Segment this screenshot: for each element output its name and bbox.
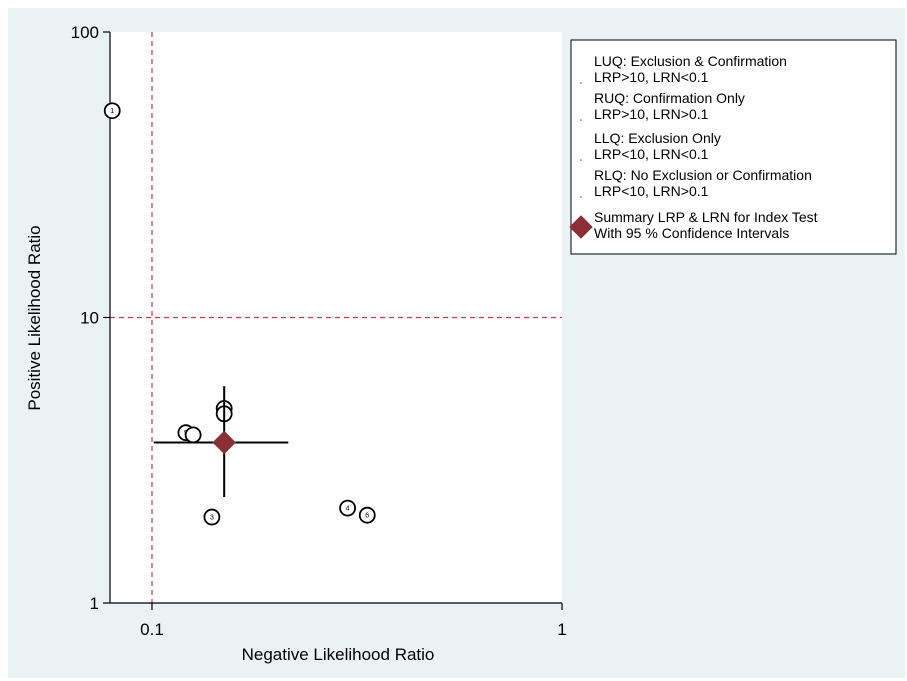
y-tick-label: 100 <box>71 23 99 42</box>
legend-entry-text: LLQ: Exclusion Only <box>594 130 721 146</box>
x-tick-label: 1 <box>557 620 566 639</box>
y-tick-label: 1 <box>90 594 99 613</box>
legend-entry-text: RUQ: Confirmation Only <box>594 90 745 106</box>
study-point-label: 3 <box>210 515 214 522</box>
legend-entry: RLQ: No Exclusion or ConfirmationLRP<10,… <box>580 167 812 199</box>
study-point-marker <box>358 506 376 524</box>
legend-entry-text: LRP>10, LRN>0.1 <box>594 106 709 122</box>
reference-lines <box>110 32 562 603</box>
study-point-marker <box>203 508 221 526</box>
y-axis-label: Positive Likelihood Ratio <box>25 225 44 410</box>
legend-entry-text: LRP<10, LRN>0.1 <box>594 183 709 199</box>
legend-box <box>570 39 897 255</box>
legend-entry-text: RLQ: No Exclusion or Confirmation <box>594 167 812 183</box>
legend-entry-text: LRP<10, LRN<0.1 <box>594 146 709 162</box>
study-point-label: 1 <box>110 108 114 115</box>
summary-estimate <box>153 386 289 498</box>
legend-entry-text: LRP>10, LRN<0.1 <box>594 69 709 85</box>
study-point-label: 6 <box>365 513 369 520</box>
summary-diamond <box>212 430 236 455</box>
legend-entry-text: With 95 % Confidence Intervals <box>594 225 789 241</box>
legend-entry-text: Summary LRP & LRN for Index Test <box>594 209 818 225</box>
legend-marker-dot <box>580 82 582 84</box>
y-tick-label: 10 <box>80 309 99 328</box>
x-tick-label: 0.1 <box>140 620 164 639</box>
legend-entry-text: LUQ: Exclusion & Confirmation <box>594 53 787 69</box>
study-point-marker <box>184 426 202 444</box>
study-point-marker <box>339 499 357 517</box>
study-point-marker <box>103 102 121 120</box>
study-point: 1 <box>103 102 121 120</box>
study-point-label: 4 <box>346 506 350 513</box>
x-axis-label: Negative Likelihood Ratio <box>242 645 435 664</box>
study-point <box>184 426 202 444</box>
legend-marker-dot <box>580 196 582 198</box>
tick-marks: 0.1 1 1 10 100 <box>71 23 567 639</box>
legend-marker-dot <box>580 159 582 161</box>
legend-marker-dot <box>580 119 582 121</box>
study-point: 3 <box>203 508 221 526</box>
legend-summary-diamond <box>569 215 593 239</box>
study-point: 4 <box>339 499 357 517</box>
study-point: 6 <box>358 506 376 524</box>
